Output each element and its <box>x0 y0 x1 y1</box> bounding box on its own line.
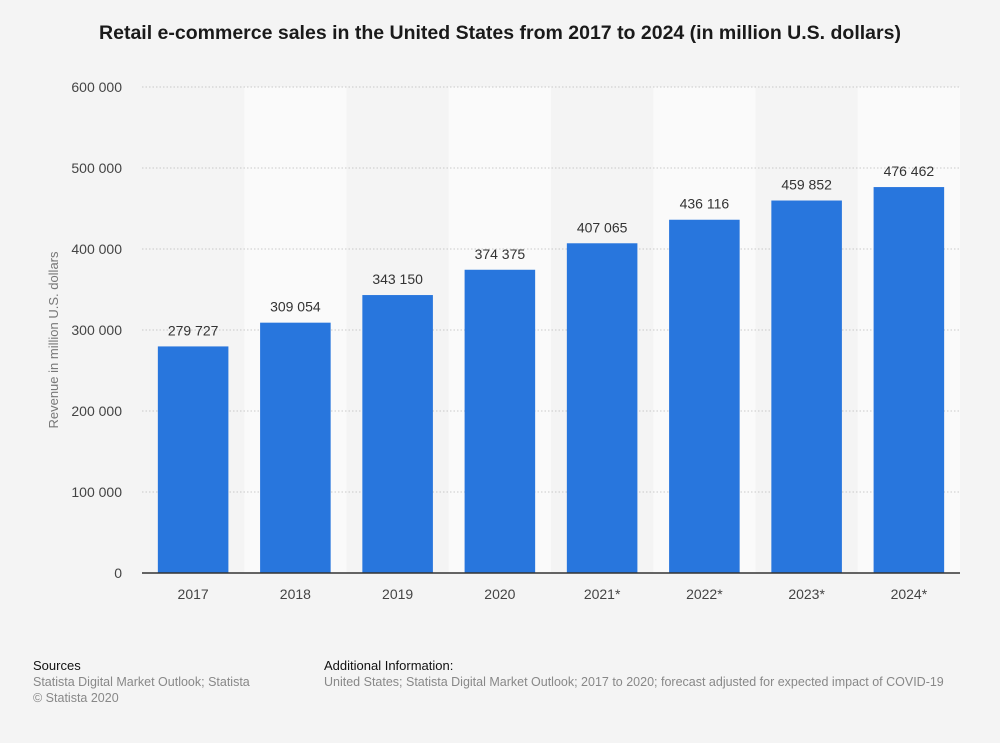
bar <box>260 322 331 573</box>
y-tick-label: 0 <box>114 565 122 581</box>
y-tick-label: 100 000 <box>71 484 122 500</box>
x-tick-label: 2023* <box>788 586 825 602</box>
x-tick-label: 2018 <box>280 586 311 602</box>
x-tick-label: 2017 <box>178 586 209 602</box>
data-label: 343 150 <box>372 271 423 287</box>
sources-heading: Sources <box>33 658 81 673</box>
y-tick-label: 200 000 <box>71 403 122 419</box>
bar <box>464 269 536 573</box>
x-tick-label: 2019 <box>382 586 413 602</box>
additional-info-heading: Additional Information: <box>324 658 454 673</box>
bar <box>566 243 638 573</box>
y-tick-label: 400 000 <box>71 241 122 257</box>
x-tick-label: 2022* <box>686 586 723 602</box>
bar <box>873 187 945 573</box>
bar <box>669 219 740 573</box>
additional-info-text: United States; Statista Digital Market O… <box>324 675 944 689</box>
data-label: 279 727 <box>168 322 219 338</box>
sources-block: Sources Statista Digital Market Outlook;… <box>33 658 250 706</box>
copyright-line: © Statista 2020 <box>33 691 119 705</box>
additional-info-block: Additional Information: United States; S… <box>324 658 944 690</box>
x-tick-label: 2021* <box>584 586 621 602</box>
sources-line: Statista Digital Market Outlook; Statist… <box>33 675 250 689</box>
y-tick-label: 300 000 <box>71 322 122 338</box>
data-label: 309 054 <box>270 299 321 315</box>
y-tick-label: 600 000 <box>71 79 122 95</box>
data-label: 374 375 <box>475 246 526 262</box>
chart-title: Retail e-commerce sales in the United St… <box>99 22 901 44</box>
x-tick-label: 2020 <box>484 586 515 602</box>
data-label: 476 462 <box>884 163 935 179</box>
bar <box>771 200 842 573</box>
y-axis-title: Revenue in million U.S. dollars <box>46 251 61 429</box>
data-label: 436 116 <box>680 196 730 212</box>
bar <box>362 295 433 573</box>
data-label: 459 852 <box>781 177 832 193</box>
x-tick-label: 2024* <box>891 586 928 602</box>
y-tick-label: 500 000 <box>71 160 122 176</box>
data-label: 407 065 <box>577 219 628 235</box>
bar <box>157 346 229 573</box>
